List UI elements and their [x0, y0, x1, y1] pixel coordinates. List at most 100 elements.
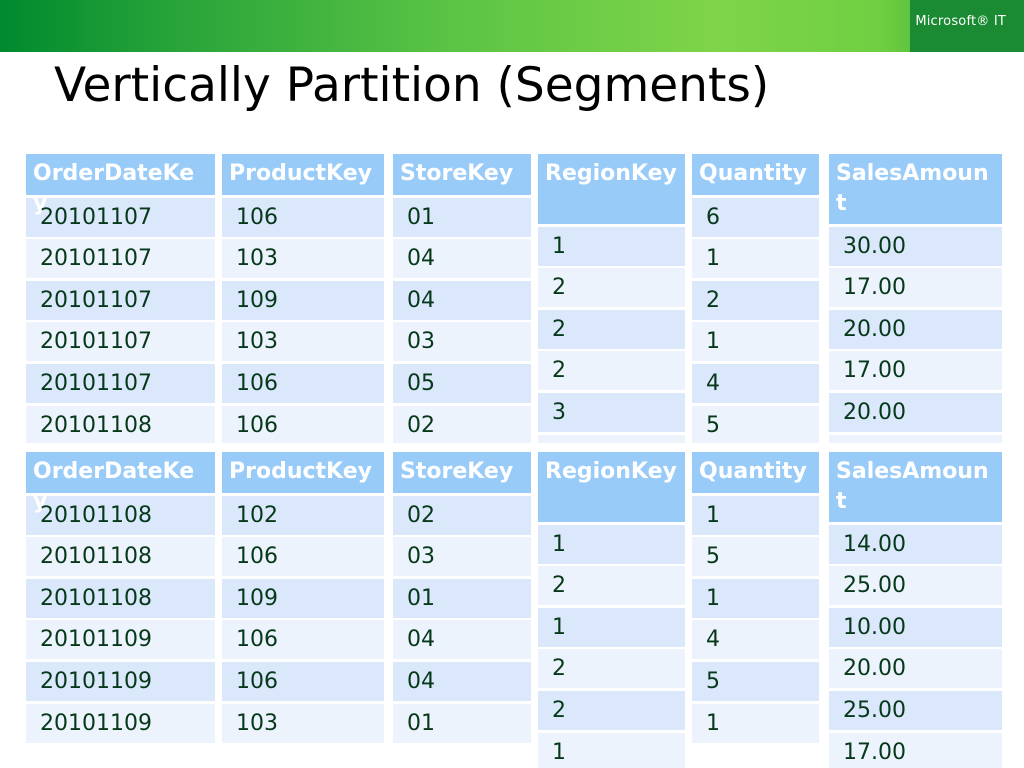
segment-1-column-3: StoreKey 01 04 04 03 05 02	[393, 154, 531, 443]
column-cell: 5	[692, 405, 819, 443]
column-cell: 1	[538, 434, 685, 443]
segment-2-column-6: SalesAmount 14.00 25.00 10.00 20.00 25.00 17.0…	[829, 452, 1002, 768]
column-cell: 2	[538, 690, 685, 730]
segment-1-column-5: Quantity 6 1 2 1 4 5	[692, 154, 819, 443]
column-header: Quantity	[692, 452, 819, 493]
column-cell: 106	[222, 620, 384, 660]
column-cell: 03	[393, 537, 531, 577]
column-cell: 20101109	[26, 661, 215, 701]
column-cell: 20.00	[829, 309, 1002, 349]
column-header: RegionKey	[538, 452, 685, 522]
column-cell: 03	[393, 322, 531, 362]
column-cell: 20101109	[26, 620, 215, 660]
column-cell: 20101108	[26, 495, 215, 535]
column-cell: 106	[222, 363, 384, 403]
column-cell: 4	[692, 620, 819, 660]
column-cell: 1	[692, 703, 819, 743]
brand-box	[910, 0, 1024, 52]
column-cell: 2	[538, 351, 685, 391]
column-cell: 1	[692, 495, 819, 535]
column-cell: 20101108	[26, 578, 215, 618]
column-cell: 20101108	[26, 537, 215, 577]
column-cell: 109	[222, 578, 384, 618]
column-cell: 25.00	[829, 566, 1002, 606]
column-cell: 20101108	[26, 405, 215, 443]
column-cell: 20101107	[26, 197, 215, 237]
column-header: OrderDateKey	[26, 452, 215, 514]
column-cell: 1	[692, 322, 819, 362]
segment-2-column-5: Quantity 1 5 1 4 5 1	[692, 452, 819, 768]
top-banner: Microsoft® IT	[0, 0, 1024, 52]
column-cell: 102	[222, 495, 384, 535]
column-header: ProductKey	[222, 154, 384, 195]
column-header: OrderDateKey	[26, 154, 215, 216]
column-cell: 17.00	[829, 268, 1002, 308]
column-cell: 2	[538, 649, 685, 689]
column-cell: 20101107	[26, 363, 215, 403]
column-header: ProductKey	[222, 452, 384, 493]
column-cell: 20101107	[26, 280, 215, 320]
column-cell: 05	[393, 363, 531, 403]
column-header: RegionKey	[538, 154, 685, 224]
column-cell: 04	[393, 661, 531, 701]
column-cell: 17.00	[829, 732, 1002, 768]
segment-2-column-4: RegionKey 1 2 1 2 2 1	[538, 452, 685, 768]
column-cell: 20101107	[26, 239, 215, 279]
segment-1-column-6: SalesAmount30.0017.0020.0017.0020.0025.0…	[829, 154, 1002, 443]
column-cell: 103	[222, 703, 384, 743]
column-cell: 2	[538, 268, 685, 308]
column-cell: 04	[393, 620, 531, 660]
segment-1-column-4: RegionKey122231	[538, 154, 685, 443]
column-cell: 04	[393, 280, 531, 320]
column-cell: 4	[692, 363, 819, 403]
column-cell: 106	[222, 537, 384, 577]
column-header: StoreKey	[393, 452, 531, 493]
column-cell: 10.00	[829, 607, 1002, 647]
brand-logo: Microsoft® IT	[915, 14, 1006, 29]
column-header: SalesAmount	[829, 452, 1002, 522]
column-cell: 1	[538, 607, 685, 647]
column-header: Quantity	[692, 154, 819, 195]
column-cell: 17.00	[829, 351, 1002, 391]
column-cell: 1	[692, 239, 819, 279]
column-cell: 2	[538, 309, 685, 349]
column-cell: 25.00	[829, 690, 1002, 730]
column-cell: 1	[538, 732, 685, 768]
column-cell: 106	[222, 405, 384, 443]
segment-1-column-1: OrderDateKey2010110720101107201011072010…	[26, 154, 215, 443]
column-cell: 1	[692, 578, 819, 618]
column-cell: 106	[222, 661, 384, 701]
segment-2-column-1: OrderDateKey2010110820101108201011082010…	[26, 452, 215, 768]
column-cell: 01	[393, 197, 531, 237]
column-cell: 02	[393, 405, 531, 443]
column-cell: 2	[692, 280, 819, 320]
column-cell: 2	[538, 566, 685, 606]
column-cell: 20101107	[26, 322, 215, 362]
segment-2-column-2: ProductKey 102 106 109 106 106 103	[222, 452, 384, 768]
column-cell: 3	[538, 392, 685, 432]
column-cell: 1	[538, 524, 685, 564]
column-cell: 14.00	[829, 524, 1002, 564]
segment-1-column-2: ProductKey 106 103 109 103 106 106	[222, 154, 384, 443]
column-cell: 5	[692, 661, 819, 701]
column-header: StoreKey	[393, 154, 531, 195]
column-cell: 103	[222, 322, 384, 362]
column-cell: 20101109	[26, 703, 215, 743]
column-cell: 04	[393, 239, 531, 279]
column-cell: 01	[393, 578, 531, 618]
column-cell: 20.00	[829, 392, 1002, 432]
column-cell: 103	[222, 239, 384, 279]
column-cell: 01	[393, 703, 531, 743]
column-cell: 109	[222, 280, 384, 320]
column-cell: 20.00	[829, 649, 1002, 689]
column-header: SalesAmount	[829, 154, 1002, 224]
segment-2-column-3: StoreKey 02 03 01 04 04 01	[393, 452, 531, 768]
column-cell: 25.00	[829, 434, 1002, 443]
slide-title: Vertically Partition (Segments)	[54, 58, 770, 113]
column-cell: 1	[538, 226, 685, 266]
column-cell: 6	[692, 197, 819, 237]
column-cell: 30.00	[829, 226, 1002, 266]
column-cell: 106	[222, 197, 384, 237]
column-cell: 02	[393, 495, 531, 535]
column-cell: 5	[692, 537, 819, 577]
